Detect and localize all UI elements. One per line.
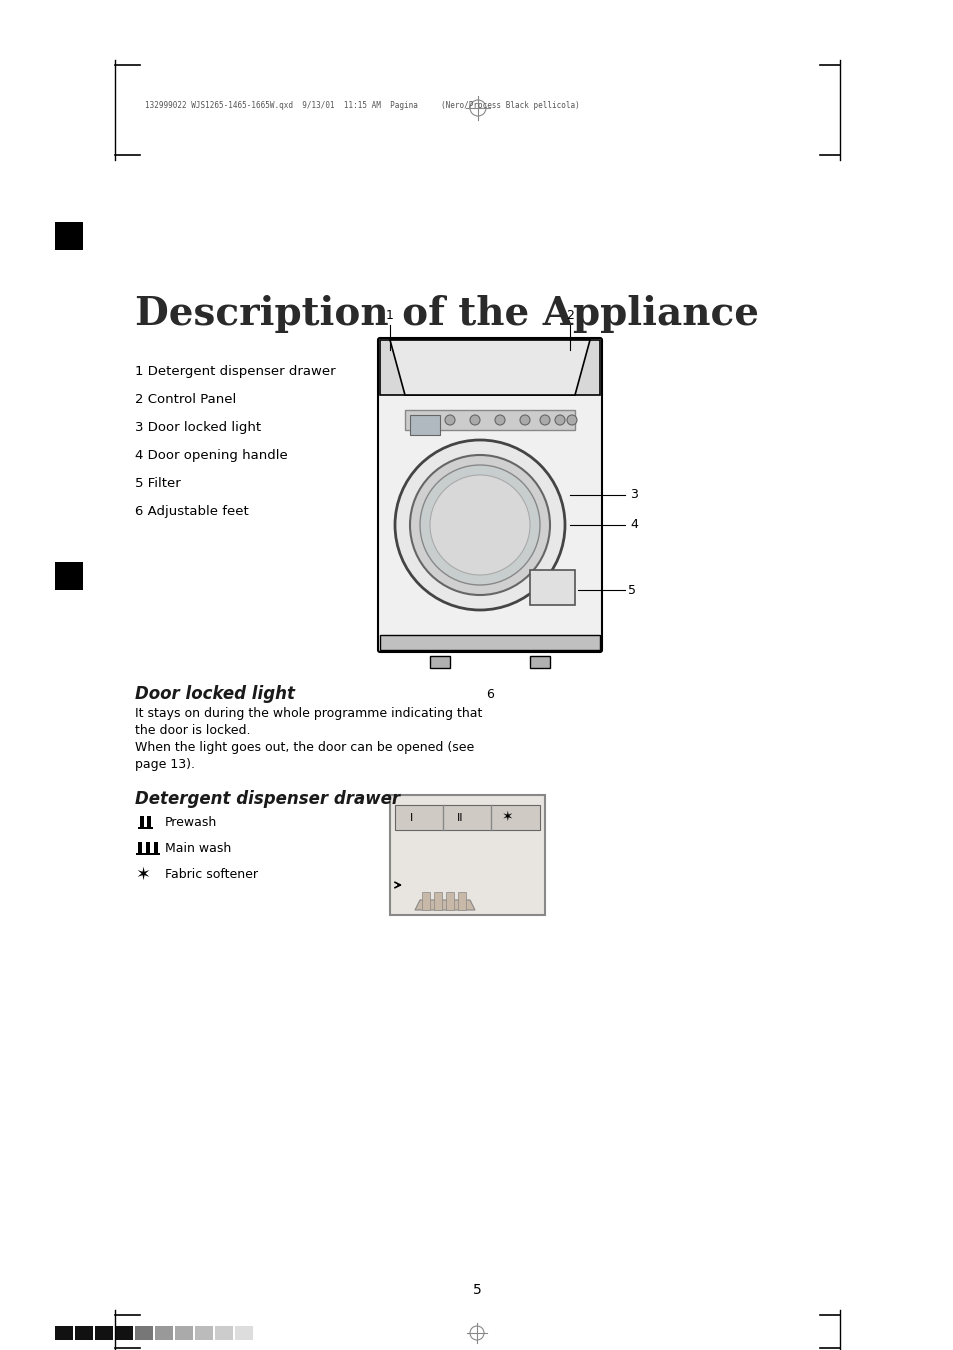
Bar: [147, 815, 151, 829]
Bar: [405, 410, 575, 431]
Circle shape: [430, 475, 530, 575]
Bar: [446, 892, 454, 910]
Circle shape: [566, 414, 577, 425]
Text: Main wash: Main wash: [165, 842, 231, 856]
Bar: [214, 1326, 233, 1341]
Bar: [138, 828, 152, 829]
Bar: [115, 1326, 132, 1341]
Text: 4 Door opening handle: 4 Door opening handle: [135, 450, 288, 462]
Circle shape: [395, 440, 564, 610]
Bar: [194, 1326, 213, 1341]
Circle shape: [495, 414, 504, 425]
Bar: [530, 570, 575, 605]
Text: 1 Detergent dispenser drawer: 1 Detergent dispenser drawer: [135, 364, 335, 378]
Text: When the light goes out, the door can be opened (see: When the light goes out, the door can be…: [135, 741, 474, 755]
Bar: [140, 815, 144, 829]
Text: It stays on during the whole programme indicating that: It stays on during the whole programme i…: [135, 707, 482, 720]
FancyBboxPatch shape: [377, 338, 601, 652]
Text: Fabric softener: Fabric softener: [165, 868, 257, 882]
Text: II: II: [456, 813, 463, 823]
Bar: [457, 892, 465, 910]
Bar: [75, 1326, 92, 1341]
Text: 5 Filter: 5 Filter: [135, 477, 180, 490]
Bar: [55, 562, 83, 590]
Bar: [430, 656, 450, 668]
Bar: [379, 340, 599, 396]
Circle shape: [410, 455, 550, 595]
Text: 3 Door locked light: 3 Door locked light: [135, 421, 261, 433]
Text: 3: 3: [629, 489, 638, 501]
Circle shape: [539, 414, 550, 425]
Bar: [234, 1326, 253, 1341]
Bar: [390, 795, 544, 915]
Circle shape: [555, 414, 564, 425]
Circle shape: [419, 464, 539, 585]
Text: I: I: [410, 813, 414, 823]
Text: Prewash: Prewash: [165, 817, 217, 829]
Text: ✶: ✶: [501, 810, 514, 824]
Bar: [135, 1326, 152, 1341]
Text: 2: 2: [565, 309, 574, 323]
Bar: [174, 1326, 193, 1341]
Text: Detergent dispenser drawer: Detergent dispenser drawer: [135, 790, 399, 809]
Text: 132999022 WJS1265-1465-1665W.qxd  9/13/01  11:15 AM  Pagina     (Nero/Process Bl: 132999022 WJS1265-1465-1665W.qxd 9/13/01…: [145, 100, 579, 109]
Text: 6 Adjustable feet: 6 Adjustable feet: [135, 505, 249, 518]
Bar: [95, 1326, 112, 1341]
Text: ✶: ✶: [135, 865, 151, 884]
Text: Description of the Appliance: Description of the Appliance: [135, 296, 759, 333]
Circle shape: [444, 414, 455, 425]
Bar: [55, 221, 83, 250]
Polygon shape: [390, 340, 589, 396]
Bar: [395, 805, 539, 830]
Text: 5: 5: [472, 1282, 481, 1297]
Bar: [153, 842, 158, 855]
Text: the door is locked.: the door is locked.: [135, 724, 251, 737]
Circle shape: [519, 414, 530, 425]
Text: Door locked light: Door locked light: [135, 684, 294, 703]
Text: 1: 1: [386, 309, 394, 323]
Text: 4: 4: [629, 518, 638, 532]
Bar: [379, 634, 599, 649]
Bar: [136, 853, 160, 855]
Text: 6: 6: [485, 688, 494, 701]
Bar: [55, 1326, 73, 1341]
Bar: [146, 842, 150, 855]
Bar: [421, 892, 430, 910]
Bar: [410, 414, 439, 435]
Text: 5: 5: [627, 583, 636, 597]
Circle shape: [470, 414, 479, 425]
Bar: [154, 1326, 172, 1341]
Bar: [138, 842, 142, 855]
Text: page 13).: page 13).: [135, 757, 194, 771]
Bar: [530, 656, 550, 668]
Text: 2 Control Panel: 2 Control Panel: [135, 393, 236, 406]
Polygon shape: [415, 900, 475, 910]
Bar: [434, 892, 441, 910]
